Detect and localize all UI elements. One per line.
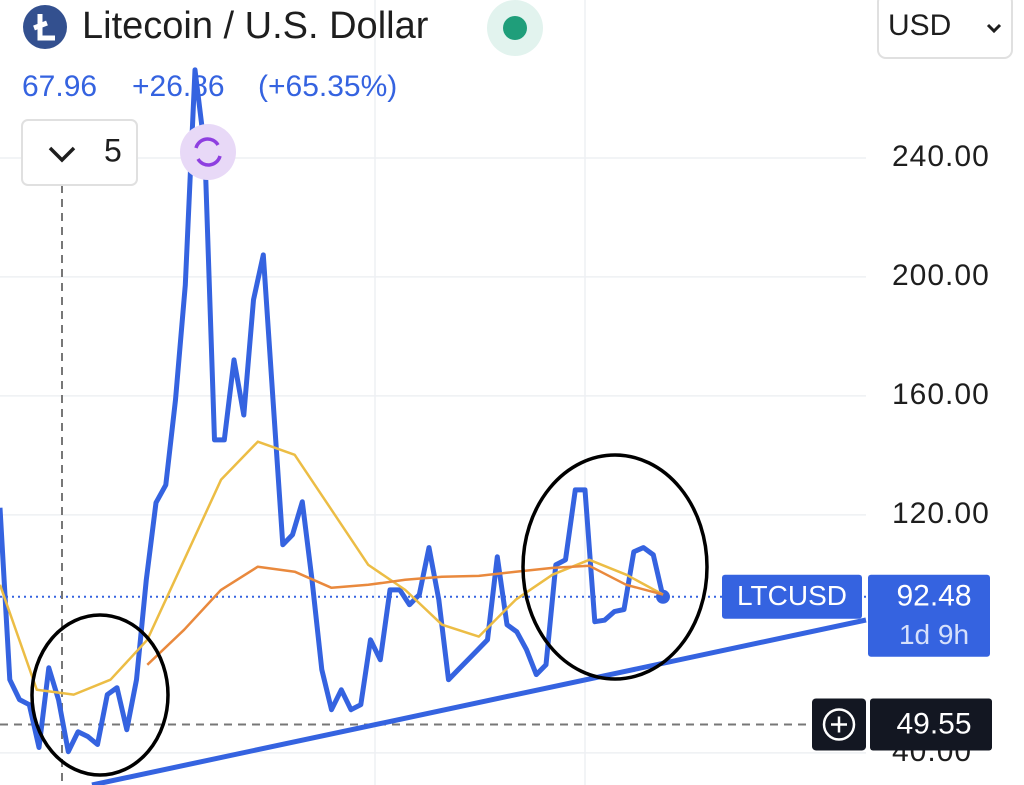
coin-logo-glyph	[33, 14, 55, 41]
refresh-button[interactable]	[180, 124, 236, 180]
interval: 5	[104, 132, 122, 168]
grid-vertical	[374, 0, 586, 785]
y-tick-label: 240.00	[892, 140, 990, 173]
plus-icon	[822, 708, 856, 741]
currency-select[interactable]	[877, 0, 1013, 59]
price-badge	[868, 574, 990, 657]
series-line	[0, 67, 666, 755]
crosshair-badge	[870, 698, 992, 751]
countdown: 1d 9h	[899, 619, 969, 650]
price-labels: LTCUSD 92.48 1d 9h 49.55	[722, 574, 992, 751]
lines	[0, 67, 670, 755]
currency: USD	[888, 9, 951, 42]
grid	[0, 157, 866, 754]
change: +26.86	[132, 70, 225, 103]
y-tick-label: 200.00	[892, 259, 990, 292]
crosshair-price: 49.55	[896, 707, 971, 740]
coin-logo	[23, 5, 67, 49]
series-line	[146, 564, 664, 666]
trend-line	[91, 617, 867, 785]
change-percent: (+65.35%)	[258, 70, 397, 103]
highlight-circle	[521, 453, 709, 681]
current-price: 92.48	[896, 580, 971, 613]
market-status[interactable]	[503, 16, 527, 40]
plus-icon	[831, 716, 847, 733]
refresh-icon	[194, 137, 222, 167]
chart-title: Litecoin / U.S. Dollar	[82, 5, 429, 47]
chevron	[48, 146, 76, 163]
last-price: 67.96	[22, 70, 97, 103]
highlight-circle	[30, 613, 170, 777]
price-summary: 67.96 +26.86 (+65.35%)	[22, 70, 397, 103]
series-line	[0, 440, 664, 696]
y-tick-label: 120.00	[892, 497, 990, 530]
y-tick-label: 160.00	[892, 378, 990, 411]
symbol-badge	[722, 574, 862, 619]
chevron	[986, 23, 1002, 34]
symbol: LTCUSD	[737, 580, 847, 611]
interval-toggle[interactable]	[21, 119, 138, 186]
